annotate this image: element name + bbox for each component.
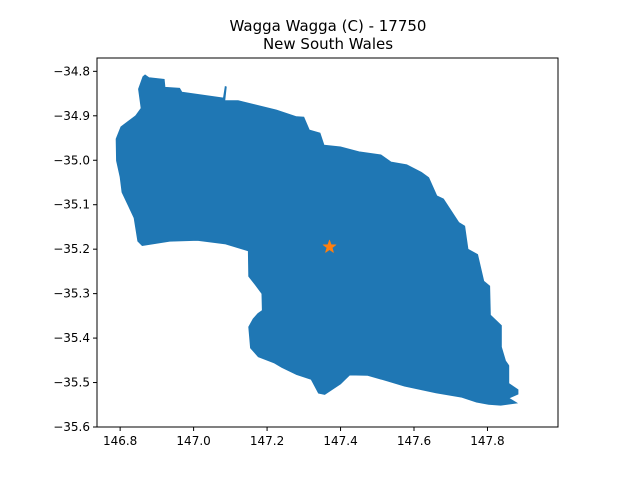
y-tick-label: −35.5 <box>53 376 90 390</box>
y-tick-label: −35.3 <box>53 287 90 301</box>
y-tick-label: −35.4 <box>53 331 90 345</box>
y-tick-label: −35.1 <box>53 198 90 212</box>
location-marker-star <box>322 239 337 254</box>
x-tick-label: 147.6 <box>397 434 431 448</box>
x-axis: 146.8 147.0 147.2 147.4 147.6 147.8 <box>103 427 505 448</box>
y-tick-label: −35.0 <box>53 153 90 167</box>
x-tick-label: 146.8 <box>103 434 137 448</box>
chart-title-line2: New South Wales <box>263 35 393 53</box>
y-tick-label: −35.6 <box>53 420 90 434</box>
x-tick-label: 147.8 <box>470 434 504 448</box>
y-tick-label: −35.2 <box>53 242 90 256</box>
axes-frame <box>96 57 559 428</box>
x-tick-label: 147.2 <box>250 434 284 448</box>
x-tick-label: 147.0 <box>176 434 210 448</box>
plot-area <box>115 74 519 406</box>
y-tick-label: −34.9 <box>53 109 90 123</box>
region-boundary <box>115 74 519 406</box>
y-axis: −34.8 −34.9 −35.0 −35.1 −35.2 −35.3 −35.4 −35.5… <box>53 64 97 434</box>
x-tick-label: 147.4 <box>323 434 357 448</box>
y-tick-label: −34.8 <box>53 64 90 78</box>
chart-title-line1: Wagga Wagga (C) - 17750 <box>230 17 427 35</box>
